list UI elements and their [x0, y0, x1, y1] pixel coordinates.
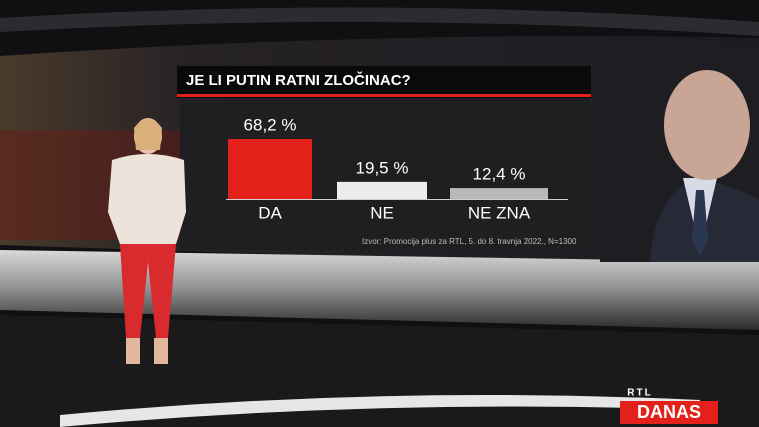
title-bar: [177, 66, 591, 98]
photo-tie: [692, 190, 708, 256]
desk: [0, 250, 759, 330]
floor-light: [60, 395, 700, 427]
category-label: NE: [370, 203, 394, 222]
presenter-shoe: [154, 338, 168, 364]
logo-bottom: DANAS: [637, 402, 701, 422]
bar: [337, 181, 427, 199]
value-label: 12,4 %: [473, 165, 526, 184]
bar: [228, 138, 312, 199]
bar: [450, 188, 548, 199]
presenter-trousers: [120, 244, 176, 338]
value-label: 68,2 %: [244, 115, 297, 134]
chart-title: JE LI PUTIN RATNI ZLOČINAC?: [186, 71, 411, 89]
logo-box: [620, 401, 718, 424]
logo-top: RTL: [627, 388, 652, 399]
presenter-shoe: [126, 338, 140, 364]
photo-face: [664, 70, 750, 180]
category-label: DA: [258, 203, 282, 222]
value-label: 19,5 %: [356, 158, 409, 177]
title-underline: [177, 94, 591, 97]
presenter-jacket: [108, 154, 186, 244]
source-note: Izvor: Promocija plus za RTL, 5. do 8. t…: [362, 237, 577, 246]
presenter-hair: [134, 119, 162, 150]
ceiling: [0, 7, 759, 36]
bars: 68,2 % DA 19,5 % NE 12,4 % NE ZNA: [228, 115, 548, 222]
category-label: NE ZNA: [468, 203, 531, 222]
